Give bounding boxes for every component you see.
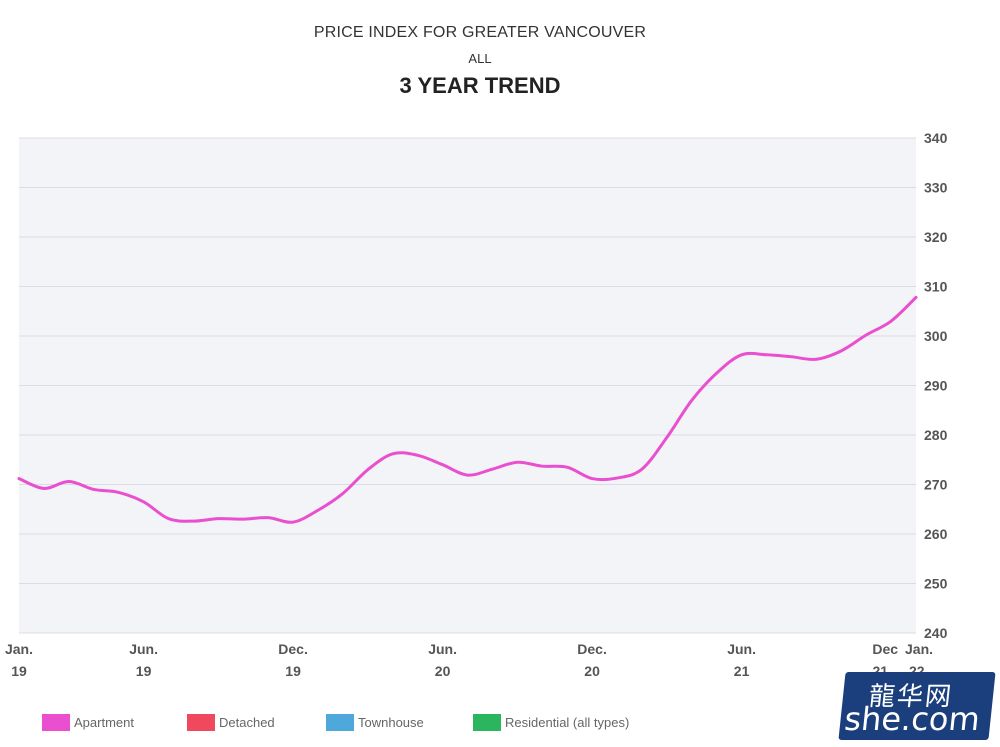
y-tick-label: 240 [924, 625, 948, 641]
y-tick-label: 320 [924, 229, 948, 245]
legend-swatch-residential [473, 713, 501, 731]
x-tick-label: Jan. [905, 641, 933, 657]
x-tick-label: 20 [584, 663, 600, 679]
y-tick-label: 330 [924, 180, 948, 196]
y-tick-label: 340 [924, 130, 948, 146]
x-tick-label: 20 [435, 663, 451, 679]
x-tick-label: Jun. [129, 641, 158, 657]
watermark-logo: 龍华网 she.com [838, 672, 996, 740]
legend-label-detached: Detached [219, 714, 275, 730]
x-tick-label: Dec. [577, 641, 607, 657]
legend-label-apartment: Apartment [74, 714, 134, 730]
legend-swatch-townhouse [326, 713, 354, 731]
x-tick-label: 19 [11, 663, 27, 679]
y-tick-label: 280 [924, 427, 948, 443]
series-line-apartment [17, 295, 918, 524]
chart-title: PRICE INDEX FOR GREATER VANCOUVER [313, 24, 647, 41]
y-tick-label: 310 [924, 279, 948, 295]
x-tick-label: Dec. [278, 641, 308, 657]
chart-subtitle: ALL [468, 51, 492, 66]
y-tick-label: 250 [924, 576, 948, 592]
y-tick-label: 260 [924, 526, 948, 542]
line-chart: 240 250 260 270 280 290 300 310 320 330 340 Jan. 19 J… [5, 130, 948, 679]
legend-item-detached[interactable]: Detached [187, 711, 275, 733]
x-tick-label: Jun. [428, 641, 457, 657]
y-tick-label: 270 [924, 477, 948, 493]
x-tick-label: 19 [285, 663, 301, 679]
y-tick-label: 290 [924, 378, 948, 394]
legend-item-apartment[interactable]: Apartment [42, 711, 134, 733]
legend-swatch-detached [187, 713, 215, 731]
y-tick-label: 300 [924, 328, 948, 344]
legend-item-townhouse[interactable]: Townhouse [326, 711, 424, 733]
legend-swatch-apartment [42, 713, 70, 731]
watermark-text-latin: she.com [842, 700, 982, 738]
x-tick-label: Jan. [5, 641, 33, 657]
legend-item-residential[interactable]: Residential (all types) [473, 711, 629, 733]
chart-heading: 3 YEAR TREND [399, 73, 561, 98]
legend-label-townhouse: Townhouse [358, 714, 424, 730]
legend-label-residential: Residential (all types) [505, 714, 630, 730]
x-tick-label: Jun. [727, 641, 756, 657]
x-tick-label: 19 [136, 663, 152, 679]
x-tick-label: 21 [734, 663, 750, 679]
x-tick-label: Dec [872, 641, 898, 657]
